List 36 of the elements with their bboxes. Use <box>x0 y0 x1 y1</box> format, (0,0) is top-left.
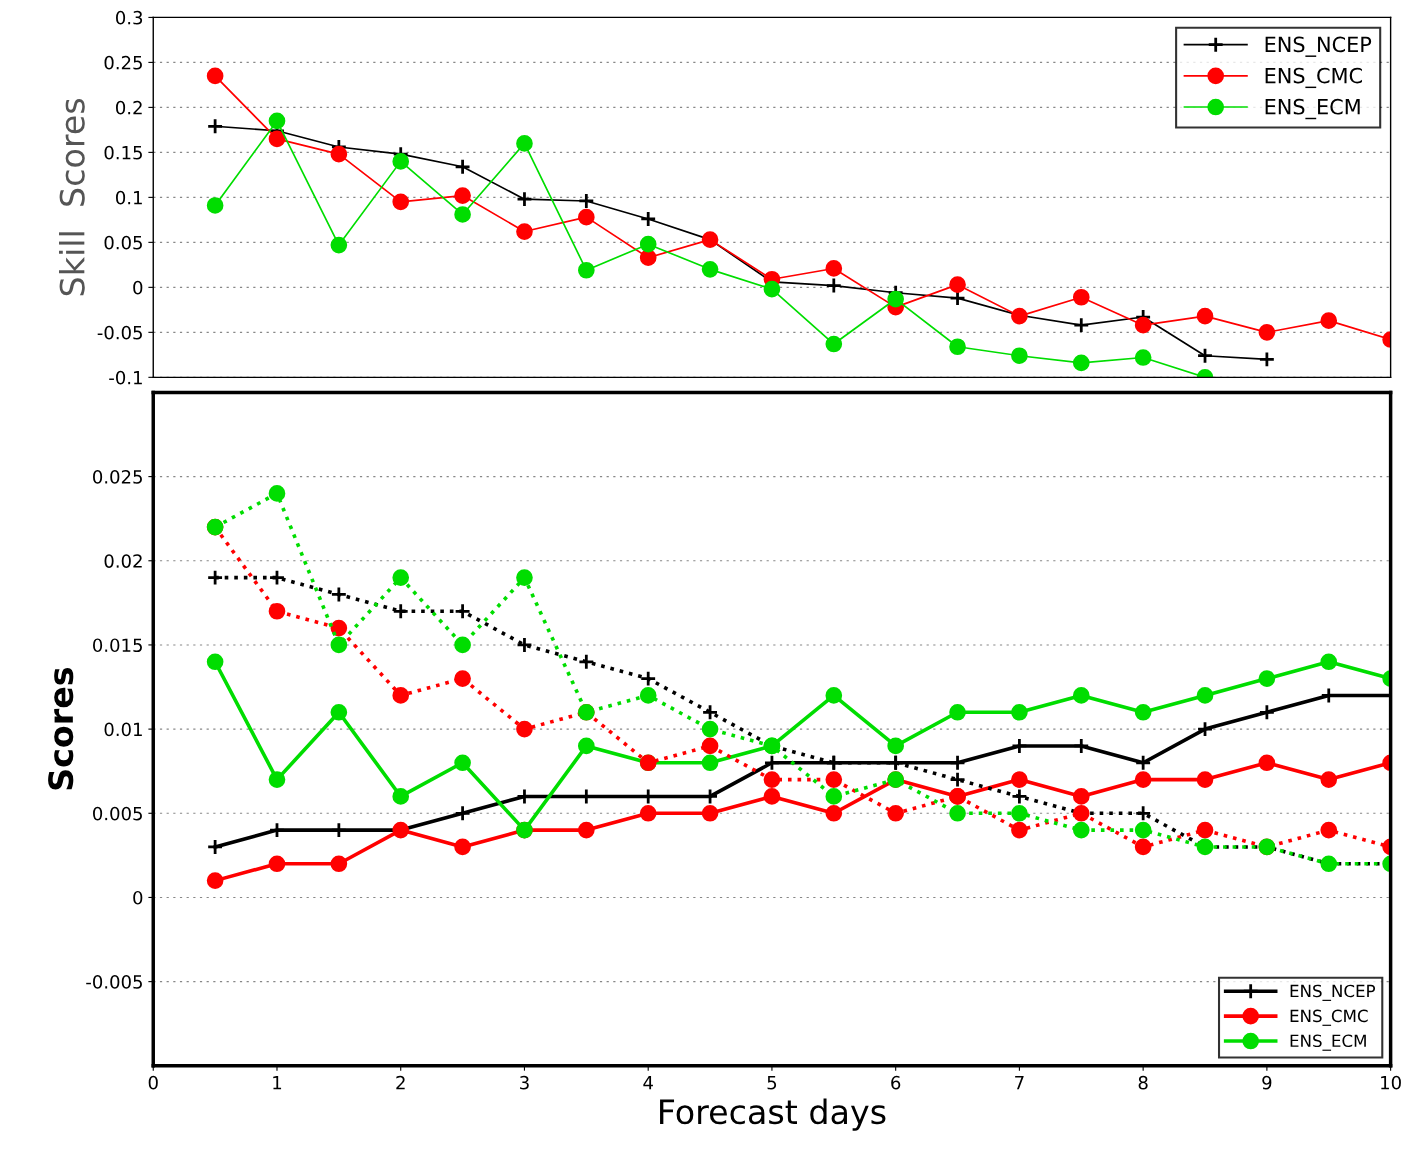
x-axis-title: Forecast days <box>660 1098 886 1131</box>
x-tick-label: 1 <box>273 1076 282 1090</box>
y-tick-label: 0.005 <box>93 806 142 821</box>
y-tick-label: 0.02 <box>104 554 142 568</box>
legend-label: ENS_NCEP <box>1290 984 1376 1001</box>
y-tick-label: 0.01 <box>104 722 142 737</box>
legend-label: ENS_CMC <box>1290 1009 1368 1026</box>
x-tick-label: 9 <box>1262 1075 1272 1090</box>
legend-label: ENS_ECM <box>1265 98 1360 120</box>
y-tick-label: -0.1 <box>109 370 142 385</box>
x-tick-label: 8 <box>1138 1075 1148 1090</box>
legend-label: ENS_NCEP <box>1265 36 1372 57</box>
y-tick-label: 0.2 <box>116 100 142 115</box>
x-tick-label: 10 <box>1381 1075 1401 1090</box>
y-tick-label: 0.3 <box>116 10 143 25</box>
y-tick-label: 0.015 <box>93 638 142 653</box>
x-tick-label: 0 <box>148 1075 158 1090</box>
x-tick-label: 6 <box>891 1075 901 1090</box>
y-tick-label: -0.005 <box>86 975 142 989</box>
x-tick-label: 4 <box>643 1076 653 1090</box>
y-tick-label: 0.1 <box>116 190 142 205</box>
y-tick-label: 0.25 <box>104 55 142 70</box>
y-tick-label: 0.15 <box>104 145 142 160</box>
x-tick-label: 3 <box>520 1075 529 1090</box>
y-tick-label: 0.025 <box>93 470 142 484</box>
x-tick-label: 7 <box>1015 1076 1024 1090</box>
legend-label: ENS_CMC <box>1265 67 1362 89</box>
y-axis-title: Skill Scores <box>59 98 85 296</box>
x-tick-label: 5 <box>767 1076 777 1090</box>
x-tick-label: 2 <box>396 1075 405 1090</box>
y-tick-label: 0 <box>133 890 143 905</box>
y-axis-title: Scores <box>48 667 74 790</box>
y-tick-label: 0.05 <box>104 235 142 250</box>
legend-label: ENS_ECM <box>1290 1034 1366 1051</box>
y-tick-label: -0.05 <box>97 325 142 340</box>
y-tick-label: 0 <box>133 280 143 295</box>
